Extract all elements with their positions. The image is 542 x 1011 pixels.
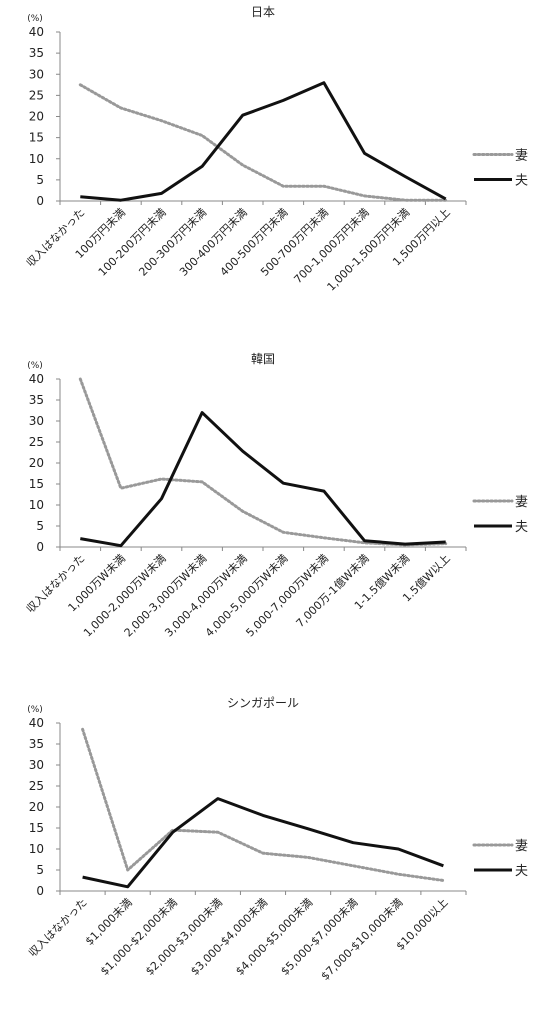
y-tick-label: 0 bbox=[36, 194, 44, 208]
x-tick-label: 700-1,000万円未満 bbox=[291, 206, 371, 286]
y-tick-label: 10 bbox=[29, 842, 44, 856]
chart-panel-1: 韓国(%)0510152025303540収入はなかった1,000万W未満1,0… bbox=[24, 352, 528, 639]
series-line-wife bbox=[83, 729, 444, 880]
y-tick-label: 5 bbox=[36, 863, 44, 877]
y-axis-unit: (%) bbox=[27, 361, 43, 371]
legend-label: 夫 bbox=[515, 174, 528, 189]
chart-title: 日本 bbox=[251, 5, 275, 19]
y-tick-label: 20 bbox=[29, 800, 44, 814]
y-tick-label: 15 bbox=[29, 477, 44, 491]
y-tick-label: 5 bbox=[36, 519, 44, 533]
y-tick-label: 30 bbox=[29, 758, 44, 772]
y-tick-label: 40 bbox=[29, 25, 44, 39]
y-tick-label: 10 bbox=[29, 152, 44, 166]
chart-title: シンガポール bbox=[227, 696, 299, 710]
x-tick-label: $5,000-$7,000未満 bbox=[278, 896, 360, 978]
x-tick-label: 収入はなかった bbox=[26, 896, 90, 960]
y-tick-label: 20 bbox=[29, 110, 44, 124]
y-tick-label: 30 bbox=[29, 67, 44, 81]
y-tick-label: 15 bbox=[29, 821, 44, 835]
series-line-husband bbox=[80, 413, 445, 546]
y-tick-label: 25 bbox=[29, 435, 44, 449]
y-tick-label: 25 bbox=[29, 88, 44, 102]
y-tick-label: 10 bbox=[29, 498, 44, 512]
y-tick-label: 20 bbox=[29, 456, 44, 470]
y-tick-label: 15 bbox=[29, 131, 44, 145]
series-line-wife bbox=[80, 85, 445, 200]
x-tick-label: $4,000-$5,000未満 bbox=[233, 896, 315, 978]
y-tick-label: 0 bbox=[36, 540, 44, 554]
y-tick-label: 30 bbox=[29, 414, 44, 428]
x-tick-label: 7,000万-1億W未満 bbox=[294, 552, 372, 630]
legend-label: 妻 bbox=[515, 495, 528, 510]
chart-panel-0: 日本(%)0510152025303540収入はなかった100万円未満100-2… bbox=[24, 5, 528, 294]
y-tick-label: 35 bbox=[29, 737, 44, 751]
y-tick-label: 35 bbox=[29, 393, 44, 407]
x-tick-label: $7,000-$10,000未満 bbox=[319, 896, 406, 983]
legend-label: 夫 bbox=[515, 864, 528, 879]
y-tick-label: 35 bbox=[29, 46, 44, 60]
legend-label: 妻 bbox=[515, 839, 528, 854]
y-tick-label: 0 bbox=[36, 884, 44, 898]
x-tick-label: $2,000-$3,000未満 bbox=[143, 896, 225, 978]
x-tick-label: $1,000-$2,000未満 bbox=[98, 896, 180, 978]
y-axis-unit: (%) bbox=[27, 14, 43, 24]
y-axis-unit: (%) bbox=[27, 705, 43, 715]
chart-panel-2: シンガポール(%)0510152025303540収入はなかった$1,000未満… bbox=[26, 696, 528, 983]
y-tick-label: 5 bbox=[36, 173, 44, 187]
x-tick-label: 収入はなかった bbox=[24, 206, 88, 270]
legend-label: 妻 bbox=[515, 149, 528, 164]
chart-title: 韓国 bbox=[251, 352, 275, 366]
y-tick-label: 40 bbox=[29, 716, 44, 730]
series-line-husband bbox=[80, 83, 445, 201]
legend-label: 夫 bbox=[515, 520, 528, 535]
series-line-wife bbox=[80, 379, 445, 545]
y-tick-label: 40 bbox=[29, 372, 44, 386]
x-tick-label: $3,000-$4,000未満 bbox=[188, 896, 270, 978]
y-tick-label: 25 bbox=[29, 779, 44, 793]
